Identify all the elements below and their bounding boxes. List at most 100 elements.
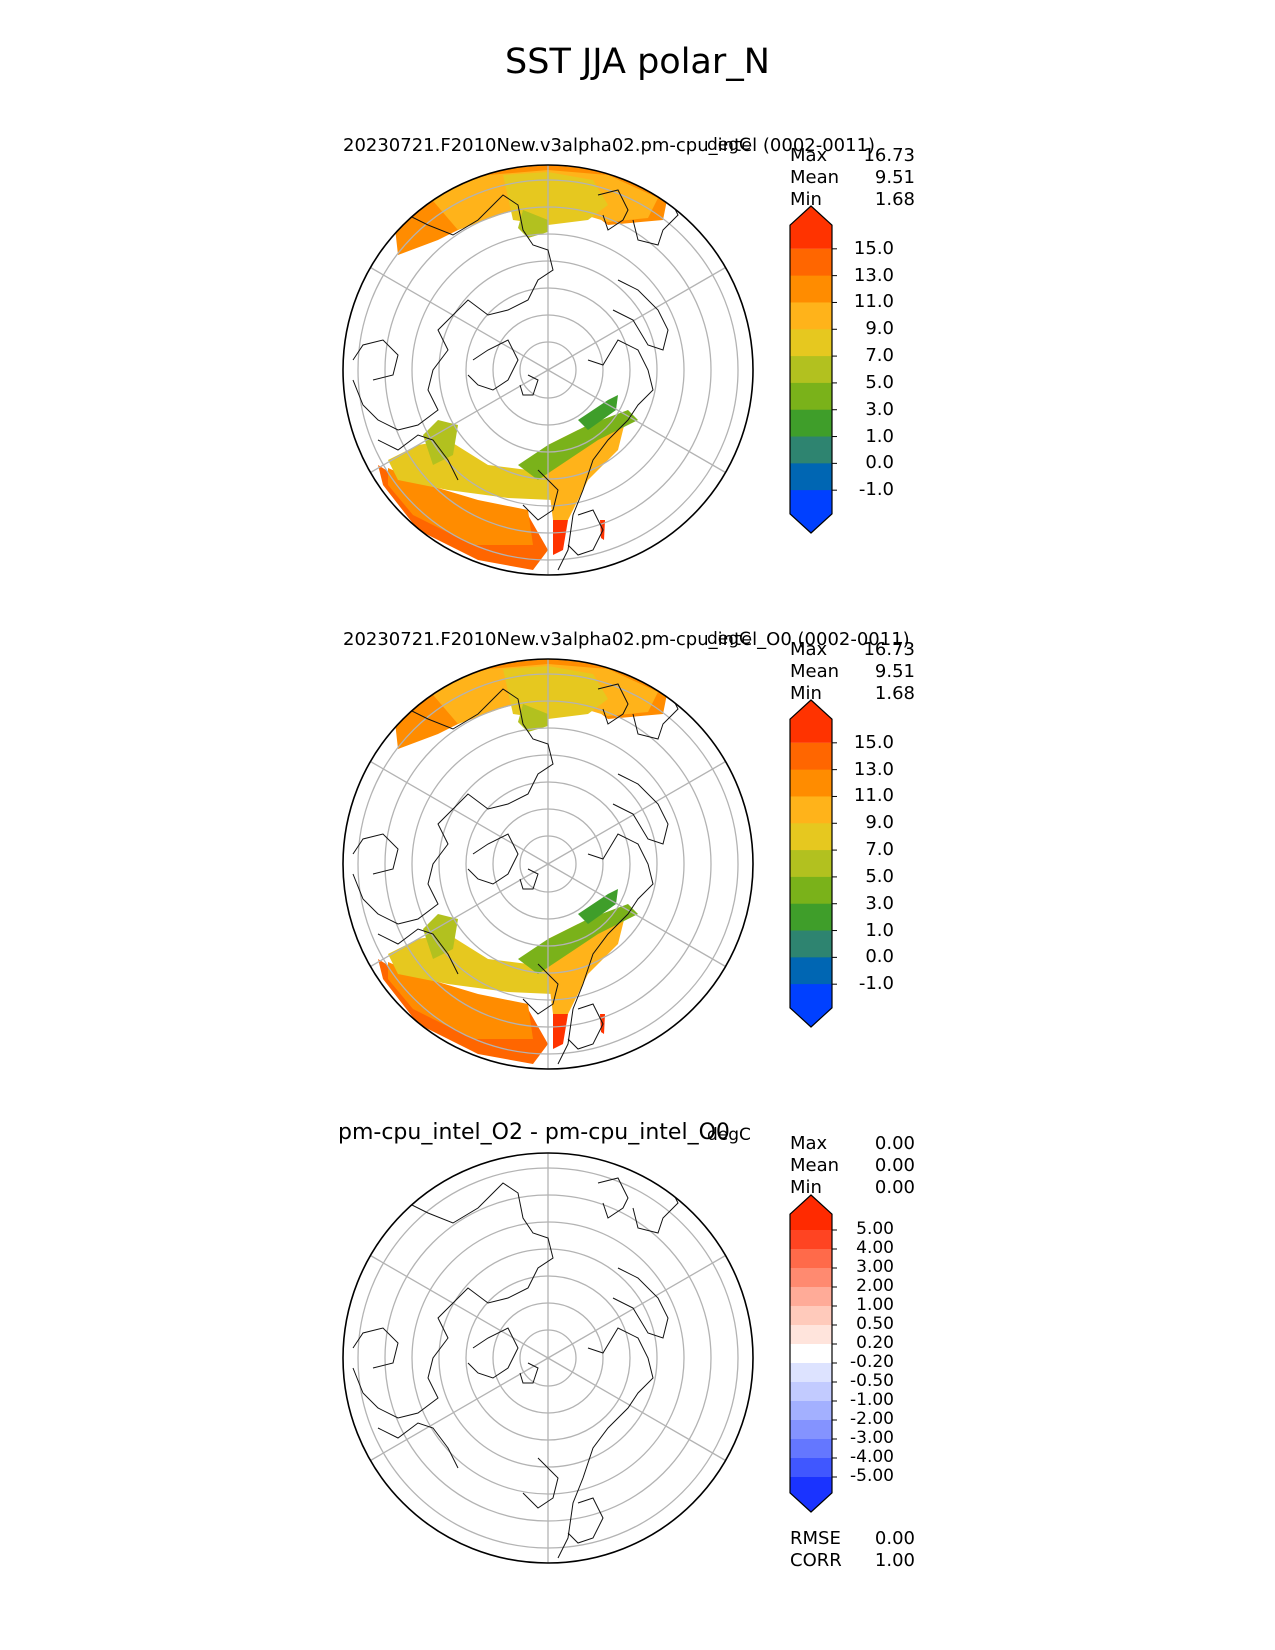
colorbar-segment xyxy=(790,382,832,411)
panel-2-title: 20230721.F2010New.v3alpha02.pm-cpu_intel… xyxy=(343,629,910,650)
meridian-line xyxy=(370,863,549,968)
meridian-line xyxy=(547,760,726,865)
colorbar-tick-label: 4.00 xyxy=(856,1238,894,1258)
meridian-line xyxy=(370,1254,549,1359)
panel-2-min-value: 1.68 xyxy=(874,683,915,704)
colorbar-segment xyxy=(790,823,832,851)
colorbar-segment xyxy=(790,1401,832,1421)
panel-1-units: degC xyxy=(707,135,751,155)
colorbar-tick-label: 13.0 xyxy=(853,264,894,286)
coastline xyxy=(467,339,519,391)
sst-region xyxy=(423,420,458,465)
colorbar-tick-label: 9.0 xyxy=(865,812,894,834)
colorbar-segment xyxy=(790,1249,832,1269)
colorbar-segment xyxy=(790,1420,832,1440)
coastline xyxy=(352,194,554,431)
colorbar-segment xyxy=(790,1439,832,1459)
colorbar-tick-label: 15.0 xyxy=(853,237,894,259)
coastline xyxy=(352,688,554,925)
colorbar-segment xyxy=(790,1458,832,1478)
panel-2-units: degC xyxy=(707,629,751,649)
colorbar-tick-label: 7.0 xyxy=(865,839,894,861)
sst-region xyxy=(503,172,608,225)
colorbar-tick-label: 0.20 xyxy=(856,1333,894,1353)
figure-title: SST JJA polar_N xyxy=(505,42,770,82)
panel-3-max-value: 0.00 xyxy=(874,1133,915,1154)
colorbar-tick-label: 5.00 xyxy=(856,1219,894,1239)
map-panel-2 xyxy=(342,658,754,1070)
sst-region xyxy=(423,914,458,959)
panel-1-max-label: Max xyxy=(790,145,828,166)
sst-region xyxy=(518,704,548,732)
colorbar-bottom-extend xyxy=(790,490,832,533)
sst-region xyxy=(503,666,608,719)
coastline xyxy=(519,1362,539,1384)
panel-3-mean-label: Mean xyxy=(790,1155,840,1176)
colorbar-top-extend xyxy=(790,1195,832,1230)
panel-3-units: degC xyxy=(707,1125,751,1145)
sst-region xyxy=(578,395,618,430)
panel-3-min-label: Min xyxy=(790,1177,822,1198)
colorbar-segment xyxy=(790,1287,832,1307)
coastline xyxy=(567,509,604,556)
colorbar-segment xyxy=(790,742,832,771)
meridian-line xyxy=(370,1357,549,1462)
meridian-line xyxy=(370,266,549,371)
coastline xyxy=(557,833,654,1065)
colorbar-tick-label: 2.00 xyxy=(856,1276,894,1296)
panel-3-max-label: Max xyxy=(790,1133,828,1154)
colorbar-segment xyxy=(790,463,832,491)
colorbar-tick-label: 1.0 xyxy=(865,919,894,941)
coastline xyxy=(352,339,399,381)
coastline xyxy=(352,1182,554,1419)
sst-region xyxy=(553,1014,568,1049)
colorbar-1 xyxy=(789,205,837,534)
coastline xyxy=(352,1327,399,1369)
colorbar-bottom-extend xyxy=(790,1477,832,1512)
coastline xyxy=(467,833,519,885)
colorbar-3 xyxy=(789,1194,837,1513)
coastline xyxy=(597,1177,629,1219)
sst-region xyxy=(578,889,618,924)
colorbar-segment xyxy=(790,930,832,958)
colorbar-segment xyxy=(790,1230,832,1250)
colorbar-tick-label: 1.00 xyxy=(856,1295,894,1315)
sst-region xyxy=(388,468,533,545)
colorbar-tick-label: -1.0 xyxy=(858,479,894,501)
coastlines xyxy=(352,1167,679,1559)
panel-3-corr-value: 1.00 xyxy=(874,1550,915,1571)
colorbar-tick-label: 5.0 xyxy=(865,371,894,393)
coastline xyxy=(377,434,459,481)
colorbar-segment xyxy=(790,769,832,797)
meridian-line xyxy=(547,369,726,474)
coastline xyxy=(519,374,539,396)
colorbar-tick-label: -0.50 xyxy=(850,1371,894,1391)
coastline xyxy=(467,1327,519,1379)
coastline xyxy=(377,928,459,975)
colorbar-tick-label: 1.0 xyxy=(865,425,894,447)
colorbar-tick-label: 9.0 xyxy=(865,318,894,340)
coastline xyxy=(612,279,669,351)
colorbar-segment xyxy=(790,1268,832,1288)
colorbar-tick-label: 13.0 xyxy=(853,758,894,780)
colorbar-top-extend xyxy=(790,206,832,249)
colorbar-tick-label: 3.00 xyxy=(856,1257,894,1277)
colorbar-segment xyxy=(790,796,832,824)
colorbar-tick-label: 11.0 xyxy=(853,291,894,313)
colorbar-segment xyxy=(790,436,832,464)
panel-2-mean-value: 9.51 xyxy=(874,661,915,682)
colorbar-tick-label: 7.0 xyxy=(865,345,894,367)
panel-2-max-label: Max xyxy=(790,639,828,660)
colorbar-segment xyxy=(790,1325,832,1345)
coastline xyxy=(522,963,559,1015)
coastline xyxy=(612,1267,669,1339)
sst-region xyxy=(553,520,568,555)
colorbar-outline xyxy=(789,1194,833,1513)
panel-3-min-value: 0.00 xyxy=(874,1177,915,1198)
coastline xyxy=(597,683,629,725)
colorbar-top-extend xyxy=(790,700,832,743)
panel-3-title: pm-cpu_intel_O2 - pm-cpu_intel_O0 xyxy=(338,1120,730,1145)
coastline xyxy=(567,1497,604,1544)
panel-3-corr-label: CORR xyxy=(790,1550,842,1571)
